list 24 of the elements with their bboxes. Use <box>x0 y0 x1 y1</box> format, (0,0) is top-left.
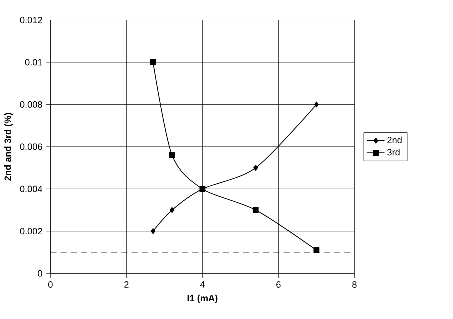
x-axis-title: I1 (mA) <box>188 294 218 304</box>
y-tick-label: 0 <box>38 270 42 277</box>
y-tick-label: 0.002 <box>20 228 42 235</box>
y-axis-title: 2nd and 3rd (%) <box>4 113 13 181</box>
y-tick-label: 0.008 <box>20 101 42 108</box>
point <box>314 247 320 254</box>
y-tick-label: 0.006 <box>20 144 42 150</box>
x-tick-label: 8 <box>352 281 357 288</box>
x-tick-label: 4 <box>200 281 205 288</box>
x-tick-label: 2 <box>124 281 129 288</box>
y-tick-label: 0.004 <box>20 186 42 192</box>
y-tick-label: 0.01 <box>25 59 42 66</box>
point <box>150 59 156 66</box>
legend-label: 2nd <box>388 136 402 144</box>
point <box>170 207 175 214</box>
x-tick-label: 0 <box>48 281 53 288</box>
point <box>252 207 259 214</box>
point <box>150 228 156 234</box>
x-tick-label: 6 <box>276 281 281 288</box>
legend-label: 3rd <box>388 148 400 156</box>
y-tick-label: 0.012 <box>20 16 42 24</box>
point <box>314 102 319 108</box>
point <box>254 165 258 171</box>
point <box>169 152 176 158</box>
